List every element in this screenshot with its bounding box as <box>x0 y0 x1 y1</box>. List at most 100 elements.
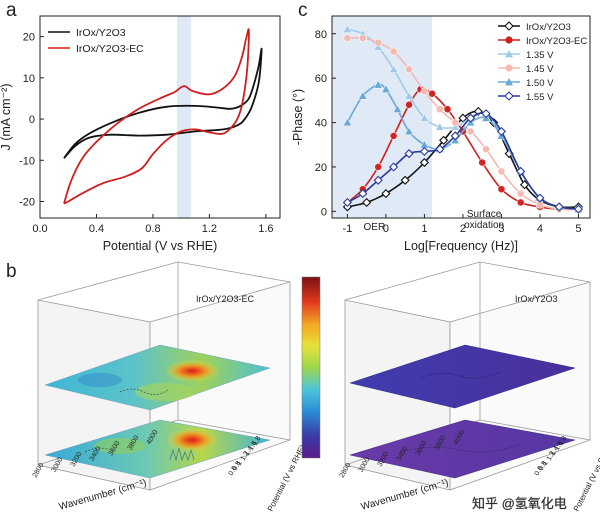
y-axis-label: J (mA cm⁻²) <box>0 83 13 150</box>
series-point-2-2 <box>373 42 383 51</box>
legend-entry: IrOx/Y2O3-EC <box>526 36 587 47</box>
x-tick-label: 4 <box>537 223 543 235</box>
series-point-0-4 <box>419 157 429 168</box>
series-point-1-11 <box>516 198 525 207</box>
legend-entry: 1.50 V <box>526 78 554 89</box>
series-point-2-4 <box>404 91 414 100</box>
series-line-0 <box>63 47 263 159</box>
panel-label-a: a <box>6 0 17 21</box>
legend: IrOx/Y2O3 IrOx/Y2O3-EC <box>48 27 144 55</box>
plot-frame <box>331 15 591 219</box>
series-point-3-8 <box>466 127 475 136</box>
series-point-5-11 <box>516 166 526 176</box>
y-tick-label: 40 <box>315 118 327 130</box>
map-tick-label: 0.8 <box>232 460 243 472</box>
series-point-0-10 <box>519 180 530 190</box>
map-left-xlabel: Wavenumber (cm⁻¹) <box>58 477 148 513</box>
y-axis-label: -Phase (°) <box>291 89 305 145</box>
map-left-ylabel: Potential (V vs RHE) <box>266 443 307 513</box>
map-right-xlabel: Wavenumber (cm⁻¹) <box>360 477 450 513</box>
series-point-2-5 <box>419 113 430 122</box>
series-point-4-3 <box>381 84 391 93</box>
y-tick-label: 80 <box>315 29 327 41</box>
map-tick-label: 1 <box>236 460 244 467</box>
map-tick-label: 1.6 <box>248 440 259 452</box>
x-tick-label: 0 <box>383 223 389 235</box>
x-axis-label: Log[Frequency (Hz)] <box>404 239 518 253</box>
y-tick-label: 0 <box>321 206 327 218</box>
series-point-3-3 <box>389 47 398 56</box>
map-tick-label: 1.2 <box>546 450 557 462</box>
series-point-5-9 <box>481 109 491 119</box>
series-point-4-5 <box>404 126 414 136</box>
series-point-5-12 <box>535 193 545 203</box>
series-point-3-5 <box>420 87 429 96</box>
series-point-4-4 <box>392 104 403 113</box>
shaded-region <box>332 16 433 218</box>
series-point-5-2 <box>373 175 383 185</box>
legend-marker <box>505 50 513 58</box>
y-tick-label: -20 <box>19 197 35 209</box>
legend-entry: 1.45 V <box>526 64 554 75</box>
x-tick-label: 1.6 <box>258 223 273 235</box>
series-point-5-6 <box>435 144 445 154</box>
series-point-5-0 <box>342 197 352 208</box>
chart-a: 0.0 0.4 0.8 1.2 1.6 -20 -10 0 10 20 Potential (V v… <box>0 15 281 253</box>
series-point-1-6 <box>428 89 437 98</box>
series-point-1-2 <box>374 163 383 171</box>
x-tick-label: 0.8 <box>145 223 160 235</box>
series-point-5-4 <box>404 149 414 159</box>
map-tick-label: 1 <box>542 460 550 467</box>
x-tick-label: -1 <box>343 223 353 235</box>
series-point-2-6 <box>435 122 445 131</box>
x-tick-label: 1 <box>421 223 427 235</box>
y-tick-label: 20 <box>315 162 327 174</box>
series-point-3-7 <box>451 118 460 127</box>
y-tick-label: 0 <box>29 114 35 126</box>
series-point-3-1 <box>358 34 367 43</box>
map-tick-label: 0.6 <box>228 465 239 477</box>
x-tick-label: 2 <box>460 223 466 235</box>
series-point-0-1 <box>362 197 372 208</box>
series-point-3-2 <box>374 38 383 47</box>
series-point-4-0 <box>342 117 353 127</box>
y-tick-label: 60 <box>315 73 327 85</box>
map-right-title: IrOx/Y2O3 <box>515 294 558 304</box>
x-tick-label: 5 <box>575 223 581 235</box>
series-point-4-2 <box>373 80 383 89</box>
chart-c: -1 0 1 2 3 4 5 0 20 40 60 80 Log[Frequency (Hz)] -Pha… <box>291 15 591 253</box>
series-point-1-4 <box>405 100 413 109</box>
x-tick-label: 0.4 <box>89 223 104 235</box>
map-right-yticks: 0.60.811.21.41.61.8 <box>534 435 569 477</box>
x-tick-label: 0.0 <box>32 223 47 235</box>
y-tick-label: -10 <box>19 155 35 167</box>
series-point-3-9 <box>482 145 490 154</box>
legend-marker <box>504 91 514 101</box>
annotation: oxidation <box>464 220 504 231</box>
colorbar <box>301 276 321 459</box>
series-point-0-3 <box>400 175 410 185</box>
series-point-4-1 <box>358 91 368 100</box>
series-line-1 <box>63 28 250 205</box>
shaded-region <box>176 16 192 218</box>
series-point-5-1 <box>358 189 368 199</box>
series-point-5-13 <box>554 202 564 212</box>
panel-label-c: c <box>298 0 308 21</box>
watermark-text: 知乎 @氢氧化电 <box>472 496 567 511</box>
series-point-3-6 <box>435 105 444 114</box>
plot-frame <box>39 15 281 219</box>
legend-entry: IrOx/Y2O3 <box>76 27 126 39</box>
series-point-5-10 <box>496 126 507 137</box>
series-point-3-0 <box>343 34 352 43</box>
panel-label-b: b <box>6 261 17 282</box>
map-tick-label: 2800 <box>32 462 46 479</box>
map-right-upper-surface <box>349 344 576 409</box>
map-left-yticks: 0.60.811.21.41.61.8 <box>228 435 263 477</box>
series-point-1-7 <box>443 105 452 114</box>
series-point-1-3 <box>389 131 398 140</box>
series-point-3-4 <box>405 65 413 74</box>
annotation: OER <box>364 222 386 233</box>
series-point-2-0 <box>342 24 353 33</box>
series-point-1-9 <box>478 158 487 167</box>
series-point-1-10 <box>497 185 506 194</box>
